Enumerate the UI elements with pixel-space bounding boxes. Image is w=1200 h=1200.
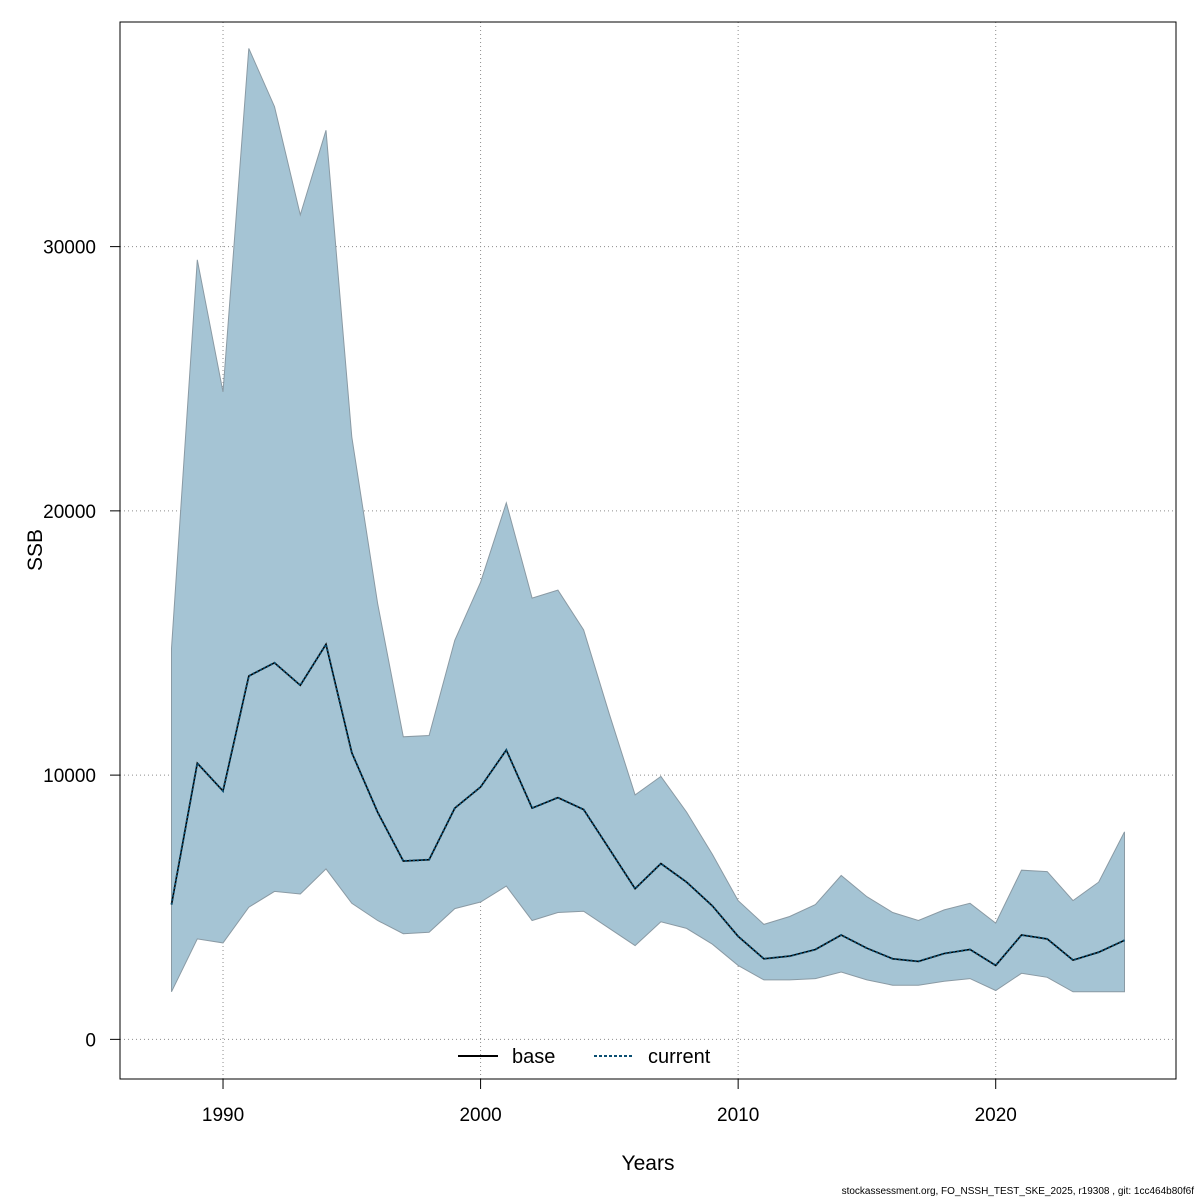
footer-credit: stockassessment.org, FO_NSSH_TEST_SKE_20…: [841, 1186, 1194, 1197]
series-line-current: [170, 641, 1125, 967]
x-axis-title: Years: [622, 1152, 675, 1175]
plot-frame: [119, 21, 1177, 1080]
y-tick-label-0: 0: [85, 1030, 96, 1051]
confidence-band: [171, 48, 1125, 993]
legend: base current: [458, 1046, 711, 1068]
legend-label-base: base: [512, 1046, 555, 1068]
y-tick-label-1: 10000: [43, 766, 96, 787]
x-tick-label-3: 2020: [975, 1105, 1017, 1126]
x-tick-label-0: 1990: [202, 1105, 244, 1126]
y-axis-ticks: 0 10000 20000 30000: [43, 238, 120, 1051]
y-axis-title: SSB: [24, 529, 47, 571]
x-tick-label-2: 2010: [717, 1105, 759, 1126]
y-tick-label-3: 30000: [43, 238, 96, 259]
y-tick-label-2: 20000: [43, 502, 96, 523]
legend-label-current: current: [648, 1046, 711, 1068]
x-tick-label-1: 2000: [459, 1105, 501, 1126]
x-axis-ticks: 1990 2000 2010 2020: [202, 1079, 1017, 1126]
